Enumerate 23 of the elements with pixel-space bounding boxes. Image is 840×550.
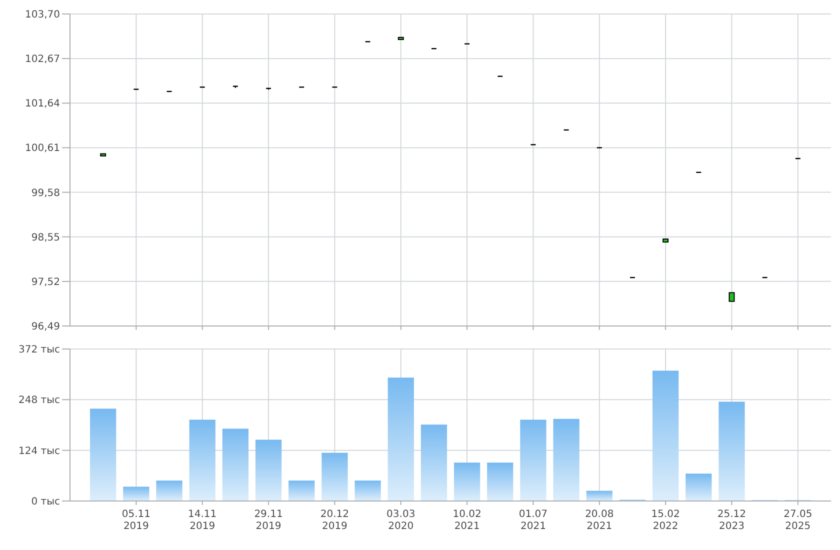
x-tick-label: 20.08 2021 xyxy=(585,509,614,532)
x-tick-label: 27.05 2025 xyxy=(784,509,812,532)
y-tick-label: 97,52 xyxy=(31,276,60,288)
x-tick-label: 29.11 2019 xyxy=(254,509,283,532)
x-tick-label: 20.12 2019 xyxy=(320,509,350,532)
y-tick-label: 99,58 xyxy=(31,188,60,199)
x-tick-label: 14.11 2019 xyxy=(188,509,217,532)
y-tick-label: 98,55 xyxy=(31,232,60,244)
y-tick-label: 103,70 xyxy=(25,10,60,20)
x-tick-label: 01.07 2021 xyxy=(518,509,548,532)
y-tick-label: 100,61 xyxy=(25,143,60,154)
x-tick-label: 10.02 2021 xyxy=(452,509,482,532)
y-tick-label: 372 тыс xyxy=(18,344,60,356)
x-tick-label: 15.02 2022 xyxy=(651,509,680,532)
y-tick-label: 101,64 xyxy=(25,98,60,110)
x-tick-label: 03.03 2020 xyxy=(386,509,416,532)
y-tick-label: 102,67 xyxy=(25,54,60,66)
y-tick-label: 124 тыс xyxy=(18,446,60,457)
y-tick-label: 0 тыс xyxy=(31,496,60,508)
x-tick-label: 05.11 2019 xyxy=(122,509,150,532)
x-tick-label: 25.12 2023 xyxy=(717,509,746,532)
y-tick-label: 248 тыс xyxy=(18,395,60,406)
y-tick-label: 96,49 xyxy=(31,322,60,332)
